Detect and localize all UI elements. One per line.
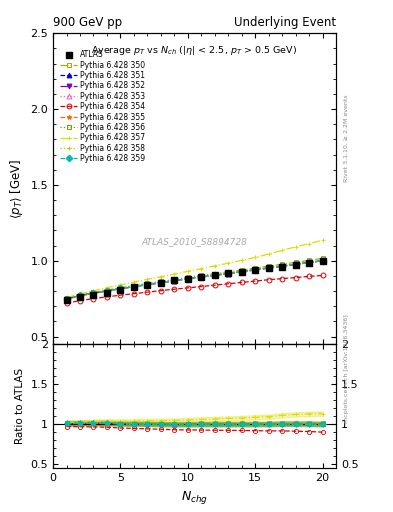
X-axis label: $N_{chg}$: $N_{chg}$	[181, 489, 208, 506]
Text: Underlying Event: Underlying Event	[234, 16, 336, 29]
Legend: ATLAS, Pythia 6.428 350, Pythia 6.428 351, Pythia 6.428 352, Pythia 6.428 353, P: ATLAS, Pythia 6.428 350, Pythia 6.428 35…	[60, 50, 146, 164]
Text: Average $p_{T}$ vs $N_{ch}$ ($|\eta|$ < 2.5, $p_{T}$ > 0.5 GeV): Average $p_{T}$ vs $N_{ch}$ ($|\eta|$ < …	[92, 44, 298, 57]
Text: Rivet 3.1.10, ≥ 2.2M events: Rivet 3.1.10, ≥ 2.2M events	[344, 94, 349, 182]
Text: ATLAS_2010_S8894728: ATLAS_2010_S8894728	[141, 237, 248, 246]
Y-axis label: Ratio to ATLAS: Ratio to ATLAS	[15, 368, 25, 444]
Y-axis label: $\langle p_{T} \rangle$ [GeV]: $\langle p_{T} \rangle$ [GeV]	[8, 159, 25, 219]
Text: mcplots.cern.ch [arXiv:1306.3436]: mcplots.cern.ch [arXiv:1306.3436]	[344, 314, 349, 423]
Text: 900 GeV pp: 900 GeV pp	[53, 16, 122, 29]
